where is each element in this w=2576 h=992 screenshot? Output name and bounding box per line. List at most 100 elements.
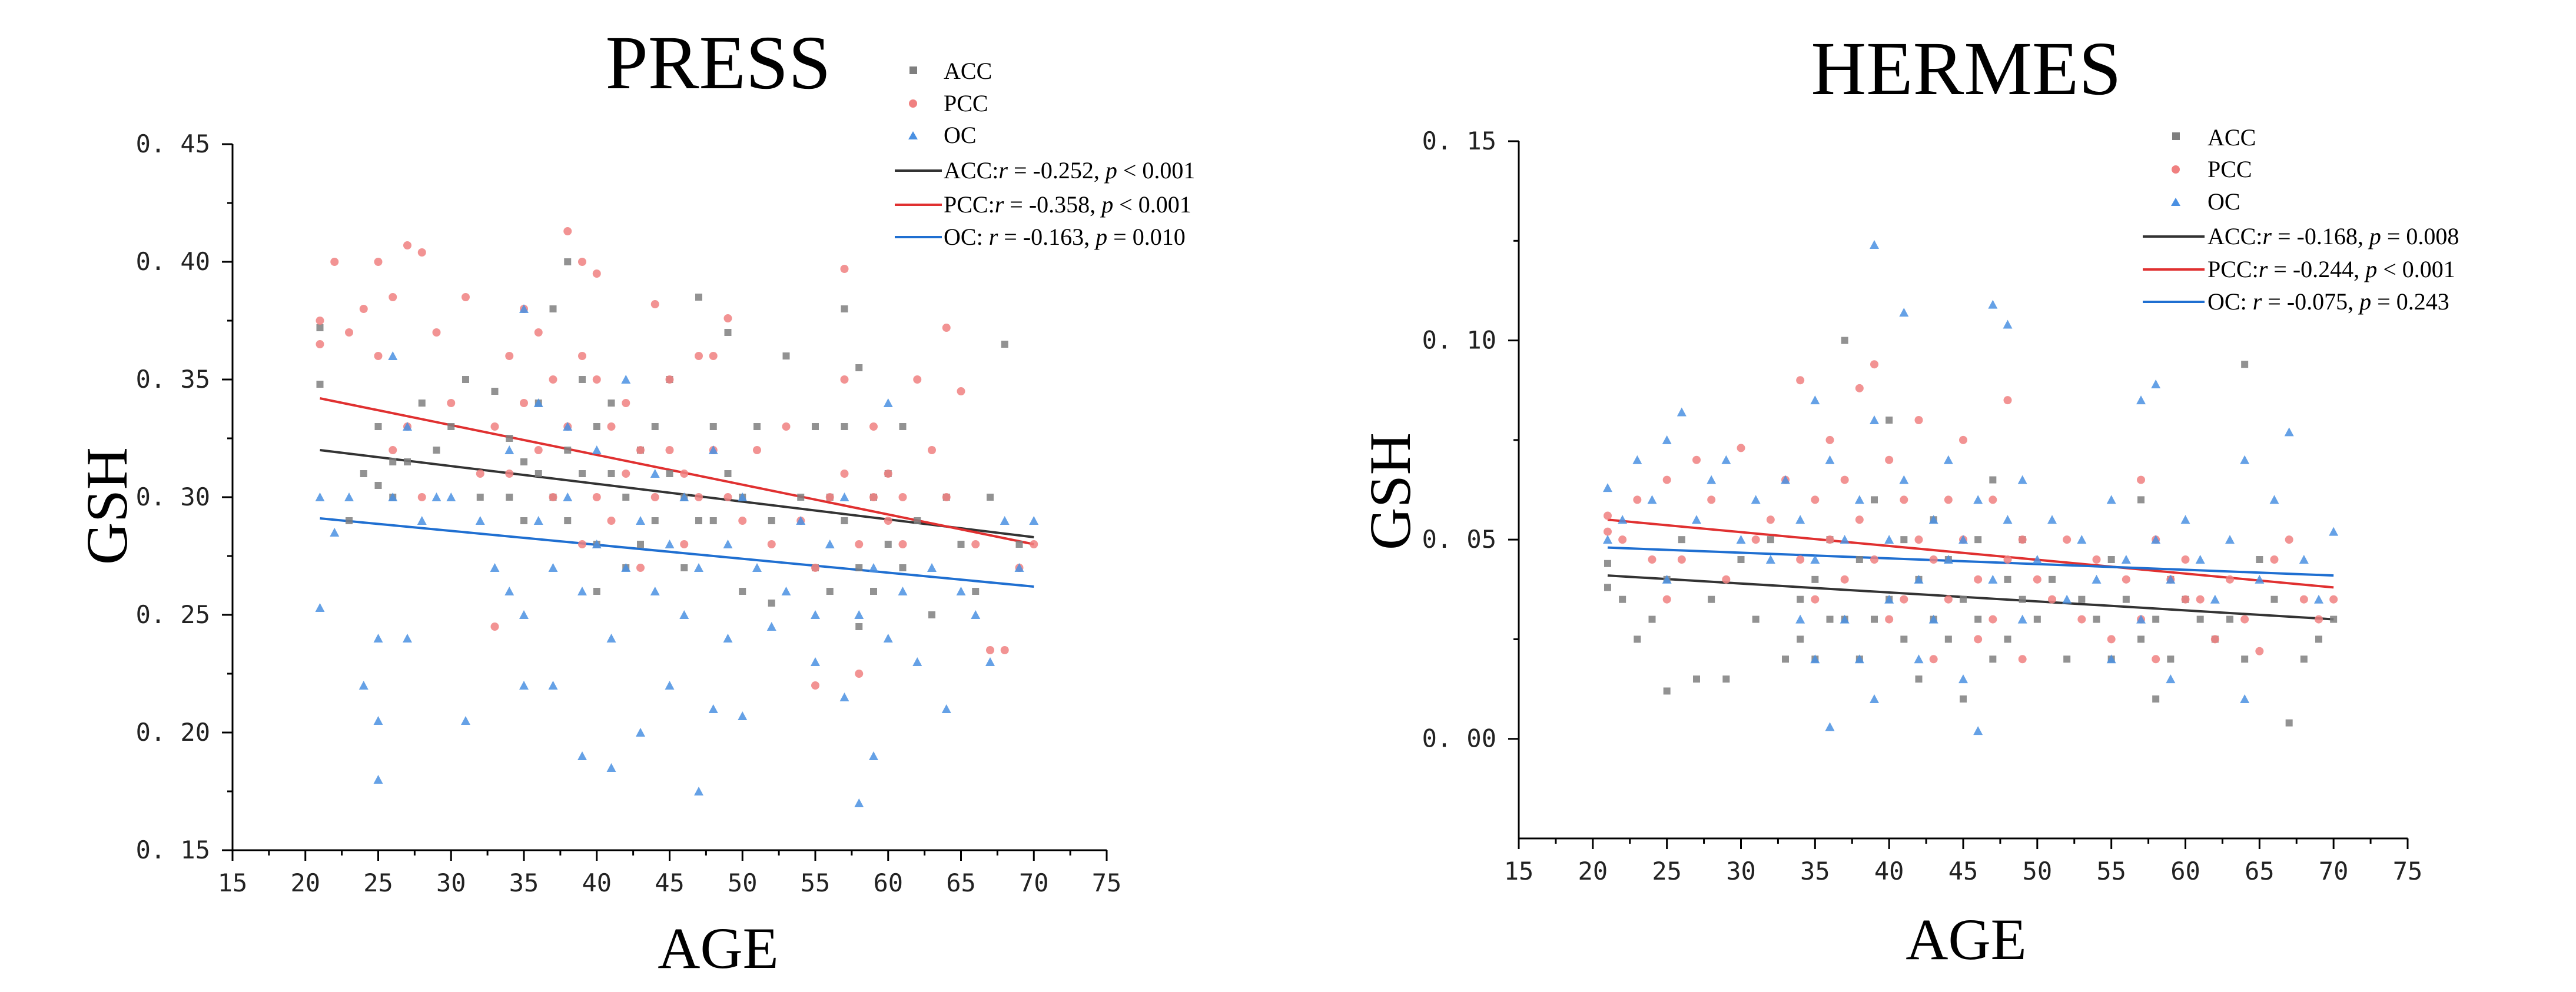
hermes-oc-point [1707,475,1717,484]
hermes-pcc-point [1840,475,1849,484]
hermes-oc-point [2003,515,2013,524]
press-acc-point [855,623,863,630]
press-oc-point [679,492,689,501]
hermes-pcc-point [2018,655,2027,664]
press-acc-point [593,423,600,430]
press-acc-regression-line [320,449,1034,538]
hermes-oc-point [1854,654,1864,664]
press-oc-point [766,622,776,631]
press-oc-point [912,657,922,666]
press-acc-point [972,588,980,595]
press-acc-point [753,423,761,430]
press-y-tick-label: 0. 20 [136,718,210,747]
press-y-tick-label: 0. 30 [136,482,210,511]
hermes-oc-point [1662,574,1672,584]
press-oc-point [927,563,937,572]
press-oc-point [811,610,820,619]
press-oc-point [665,540,675,548]
hermes-acc-point [2049,575,2056,583]
press-pcc-point [316,317,324,325]
hermes-pcc-point [1751,535,1760,544]
hermes-oc-point [1795,515,1805,524]
hermes-pcc-point [1914,416,1923,424]
hermes-pcc-point [1900,495,1908,504]
press-oc-point [854,610,864,619]
press-x-tick-label: 75 [1092,868,1122,897]
hermes-acc-point [1604,584,1611,591]
hermes-x-tick-label: 75 [2393,857,2423,886]
hermes-oc-point [2151,535,2161,544]
press-pcc-point [403,241,411,249]
hermes-acc-point [1767,536,1774,544]
press-acc-point [899,423,907,430]
press-pcc-point [695,352,703,360]
press-oc-point [898,587,908,595]
press-oc-point [1029,516,1039,525]
press-oc-point [403,634,412,643]
hermes-oc-point [2314,594,2323,604]
hermes-pcc-point [2196,595,2205,604]
hermes-x-tick-label: 15 [1504,857,1534,886]
press-y-tick-label: 0. 40 [136,247,210,276]
hermes-oc-point [1914,654,1924,664]
hermes-acc-point [2270,595,2278,603]
hermes-acc-point [2226,615,2233,623]
hermes-acc-point [1722,675,1730,683]
hermes-pcc-point [1796,555,1805,564]
press-ticks: 15 20 25 30 35 40 45 50 55 60 65 70 75 0. 15 0. 20 0. 2… [136,129,1122,897]
hermes-oc-point [1884,594,1894,604]
hermes-acc-point [1693,675,1700,683]
press-oc-point [504,445,514,454]
hermes-pcc-point [1825,435,1834,444]
press-oc-point [606,763,616,772]
hermes-legend-acc-label: ACC [2207,124,2256,151]
press-x-tick-label: 15 [218,868,248,897]
press-acc-point [855,564,863,571]
press-acc-point [724,329,732,336]
press-acc-point [491,388,499,395]
hermes-acc-point [2137,635,2145,643]
hermes-pcc-point [1914,535,1923,544]
press-pcc-point [389,446,397,454]
hermes-oc-point [1958,674,1968,684]
hermes-acc-point [2033,615,2041,623]
press-x-axis-label: AGE [658,916,779,981]
press-oc-point [519,681,529,690]
press-oc-point [431,492,441,501]
hermes-oc-point [1870,415,1879,424]
press-x-tick-label: 45 [655,868,685,897]
hermes-oc-point [1736,535,1746,544]
press-x-tick-label: 60 [873,868,903,897]
press-pcc-point [374,352,383,360]
press-pcc-point [549,375,557,384]
press-pcc-point [607,422,616,431]
press-pcc-point [753,446,761,454]
press-pcc-point [345,328,353,337]
hermes-pcc-point [1618,535,1627,544]
press-pcc-point [592,493,601,501]
press-pcc-point [578,540,586,548]
hermes-acc-point [2315,635,2322,643]
hermes-legend-oc-fit: OC: r = -0.075, p = 0.243 [2207,288,2449,315]
hermes-acc-point [1604,560,1611,567]
press-acc-point [812,423,819,430]
press-oc-point [519,610,529,619]
hermes-oc-point [1692,515,1701,524]
press-pcc-point [913,375,922,384]
press-pcc-point [520,399,528,407]
hermes-acc-point [1871,496,1878,504]
hermes-oc-point [2106,654,2116,664]
hermes-oc-point [2032,555,2042,564]
hermes-ticks: 15 20 25 30 35 40 45 50 55 60 65 70 75 0. 00 0. 05 0. 1… [1422,127,2423,886]
press-pcc-point [928,446,936,454]
hermes-acc-point [2241,655,2249,663]
hermes-acc-point [1648,615,1656,623]
hermes-pcc-point [2285,535,2293,544]
hermes-pcc-point [1855,384,1864,392]
press-oc-point [606,634,616,643]
press-acc-point [637,541,644,548]
hermes-x-tick-label: 25 [1652,857,1682,886]
hermes-x-tick-label: 40 [1874,857,1904,886]
press-oc-point [490,563,500,572]
hermes-oc-point [1721,455,1731,464]
